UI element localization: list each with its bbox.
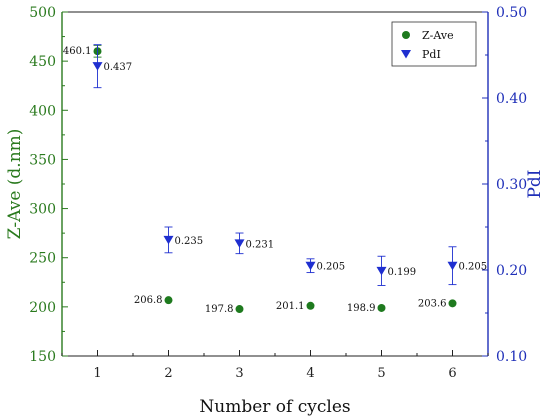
legend-label: PdI <box>422 48 441 61</box>
data-point-pdi <box>447 261 458 271</box>
data-point-z-ave <box>306 301 315 310</box>
y-right-tick-label: 0.50 <box>496 5 527 21</box>
x-tick-label: 4 <box>306 366 314 381</box>
tick-labels: 1 2 3 4 5 6 150 200 250 300 350 400 450 500 0.10 0.20 0.… <box>29 5 527 381</box>
data-point-pdi <box>92 62 103 71</box>
y-left-tick-label: 350 <box>29 152 56 168</box>
axis-titles: Number of cycles Z-Ave (d.nm) PdI <box>5 129 545 417</box>
y-right-tick-label: 0.40 <box>496 91 527 107</box>
x-axis-title: Number of cycles <box>199 397 350 417</box>
x-tick-label: 6 <box>448 366 456 381</box>
data-label: 0.199 <box>388 267 417 278</box>
x-tick-label: 3 <box>235 366 243 381</box>
y-right-axis-title: PdI <box>525 169 545 198</box>
series-z-ave: 460.1 206.8 197.8 201.1 198.9 203.6 <box>63 44 457 315</box>
y-left-axis-title: Z-Ave (d.nm) <box>5 129 25 240</box>
y-left-tick-label: 300 <box>29 202 56 218</box>
y-right-tick-label: 0.10 <box>496 349 527 365</box>
series-pdi: 0.437 0.235 0.231 0.205 0.199 0.205 <box>92 44 488 286</box>
legend-marker-circle <box>402 31 410 39</box>
data-label: 0.235 <box>175 236 204 247</box>
data-label: 0.205 <box>317 262 346 273</box>
legend-box <box>391 21 477 67</box>
data-point-pdi <box>163 235 174 245</box>
axis-ticks <box>61 11 489 357</box>
data-label: 206.8 <box>134 295 163 306</box>
data-point-pdi <box>234 239 245 248</box>
data-point-z-ave <box>235 305 244 314</box>
data-label: 198.9 <box>347 303 376 314</box>
data-label: 197.8 <box>205 304 234 315</box>
data-point-z-ave <box>164 296 173 305</box>
data-label: 0.205 <box>459 262 488 273</box>
y-right-tick-label: 0.30 <box>496 177 527 193</box>
x-tick-label: 1 <box>93 366 101 381</box>
y-left-tick-label: 500 <box>29 5 56 21</box>
data-point-z-ave <box>448 299 457 308</box>
data-label: 460.1 <box>63 46 92 57</box>
y-left-tick-label: 200 <box>29 300 56 316</box>
data-label: 201.1 <box>276 301 305 312</box>
data-point-pdi <box>376 266 387 276</box>
data-label: 0.437 <box>104 62 133 73</box>
data-label: 0.231 <box>246 239 275 250</box>
data-point-z-ave <box>377 303 386 312</box>
data-marks: 460.1 206.8 197.8 201.1 198.9 203.6 0.437 0.235… <box>63 44 488 315</box>
y-left-tick-label: 450 <box>29 54 56 70</box>
legend-label: Z-Ave <box>422 29 454 42</box>
y-right-tick-label: 0.20 <box>496 263 527 279</box>
y-left-tick-label: 250 <box>29 251 56 267</box>
x-tick-label: 5 <box>377 366 385 381</box>
y-left-tick-label: 150 <box>29 349 56 365</box>
legend: Z-Ave PdI <box>391 21 477 67</box>
x-tick-label: 2 <box>164 366 172 381</box>
y-left-tick-label: 400 <box>29 103 56 119</box>
legend-marker-triangle <box>401 50 411 59</box>
data-label: 203.6 <box>418 298 447 309</box>
data-point-pdi <box>305 261 316 271</box>
